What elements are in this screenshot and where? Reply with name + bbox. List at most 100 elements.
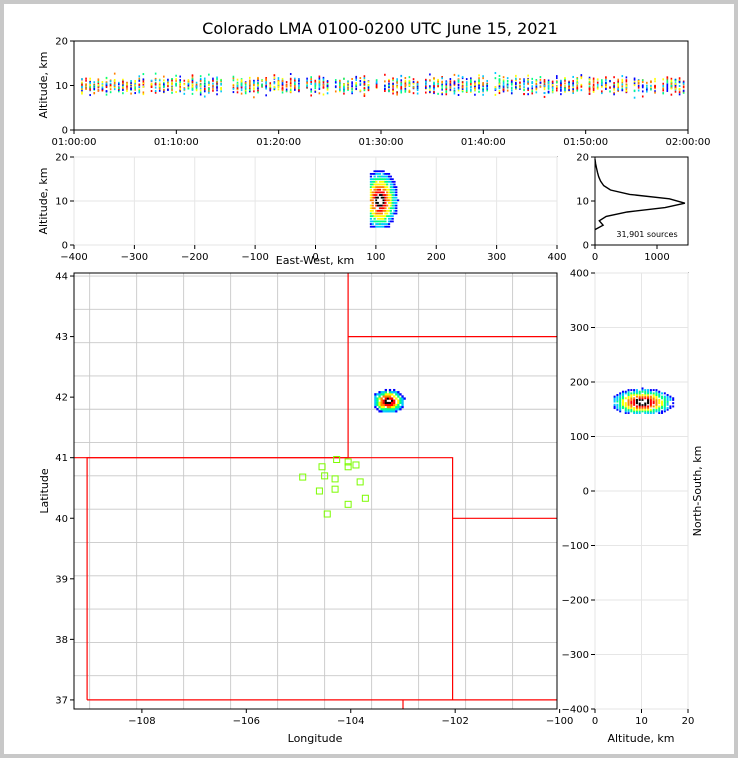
time-height-source — [461, 76, 464, 79]
time-height-source — [138, 85, 141, 88]
time-height-source — [122, 85, 124, 88]
ew-height-source — [391, 196, 394, 199]
plan-view-source — [395, 410, 398, 413]
time-height-source — [212, 89, 214, 92]
time-height-source — [253, 83, 255, 86]
ew-height-source — [387, 196, 391, 199]
time-height-source — [273, 81, 276, 84]
ew-height-source — [378, 173, 382, 175]
ew-height-source — [382, 202, 385, 204]
time-height-source — [596, 81, 599, 84]
ew-height-source — [393, 196, 396, 199]
ew-height-source — [389, 186, 392, 188]
time-height-source — [232, 87, 235, 90]
ns-height-source — [644, 405, 647, 408]
histogram-xtick-label: 1000 — [644, 252, 669, 263]
time-height-source — [285, 84, 288, 87]
ns-height-source — [638, 403, 641, 406]
time-height-source — [592, 90, 595, 93]
time-height-source — [543, 80, 546, 83]
ew-height-source — [395, 202, 398, 204]
time-height-source — [339, 79, 341, 82]
time-height-source — [682, 85, 685, 88]
time-height-source — [605, 83, 607, 86]
ew-height-source — [373, 220, 376, 223]
time-height-source — [539, 85, 542, 88]
lma-station-marker — [344, 458, 352, 466]
time-height-source — [265, 81, 267, 84]
ns-height-source — [655, 410, 658, 413]
time-height-source — [179, 85, 182, 88]
time-height-source — [547, 87, 550, 90]
ew-height-source — [373, 217, 376, 220]
time-height-source — [109, 84, 112, 87]
ew-height-source — [373, 175, 376, 178]
time-height-source — [572, 80, 574, 83]
time-height-source — [555, 87, 558, 90]
time-height-source — [158, 86, 161, 89]
ns-height-source — [624, 408, 627, 411]
time-height-source — [449, 80, 452, 83]
time-height-source — [457, 87, 460, 90]
time-height-source — [441, 88, 443, 91]
plan-view-source — [395, 393, 398, 396]
ns-height-source — [666, 408, 669, 411]
time-height-source — [81, 81, 83, 84]
ew-height-source — [375, 186, 378, 188]
time-height-source — [523, 93, 525, 96]
time-height-source — [580, 85, 583, 88]
ns-height-source — [641, 398, 644, 401]
time-height-source — [474, 80, 476, 83]
plan-view-source — [378, 401, 381, 404]
time-height-source — [269, 89, 272, 92]
ns-height-source — [627, 393, 630, 396]
time-height-source — [506, 77, 509, 80]
time-height-source — [408, 76, 411, 79]
time-height-source — [396, 81, 398, 84]
ns-height-source — [619, 395, 622, 398]
ns-height-source — [647, 402, 650, 405]
plan-view-source — [399, 401, 402, 404]
time-height-source — [298, 82, 300, 85]
ew-height-source — [377, 204, 380, 207]
time-height-source — [269, 84, 272, 87]
time-height-source — [412, 86, 415, 89]
time-height-axes-frame — [73, 40, 689, 131]
ns-height-source — [633, 397, 636, 400]
time-height-source — [248, 79, 251, 82]
time-height-source — [674, 79, 677, 82]
state-boundaries — [74, 273, 557, 709]
time-height-source — [408, 79, 411, 82]
time-height-source — [273, 76, 276, 79]
time-height-source — [97, 84, 100, 87]
ns-height-source — [630, 410, 633, 413]
time-height-source — [670, 93, 673, 96]
time-height-source — [167, 81, 169, 84]
ns-height-source — [641, 402, 644, 405]
ns-height-source — [666, 400, 669, 403]
time-height-source — [392, 85, 394, 88]
ew-height-source — [375, 223, 378, 225]
time-height-source — [433, 78, 435, 81]
ns-height-source — [641, 408, 644, 411]
ns-height-xtick-label: 10 — [635, 716, 648, 727]
time-height-source — [310, 79, 312, 82]
time-height-source — [101, 84, 104, 87]
ns-height-source — [658, 392, 661, 395]
ns-height-source — [635, 411, 638, 414]
time-height-source — [109, 83, 112, 86]
ns-height-source — [619, 392, 622, 395]
time-height-source — [527, 78, 529, 81]
ns-height-source — [658, 408, 661, 411]
time-height-source — [400, 91, 403, 94]
ns-height-source — [641, 390, 644, 393]
time-height-source — [474, 85, 476, 88]
time-height-source — [416, 80, 419, 83]
time-height-source — [437, 80, 439, 83]
plan-view-source — [395, 391, 398, 394]
ns-height-source — [627, 390, 630, 393]
ew-height-source — [375, 196, 378, 199]
time-height-source — [208, 73, 210, 76]
plan-view-source — [386, 408, 390, 411]
ew-height-source — [389, 188, 392, 191]
